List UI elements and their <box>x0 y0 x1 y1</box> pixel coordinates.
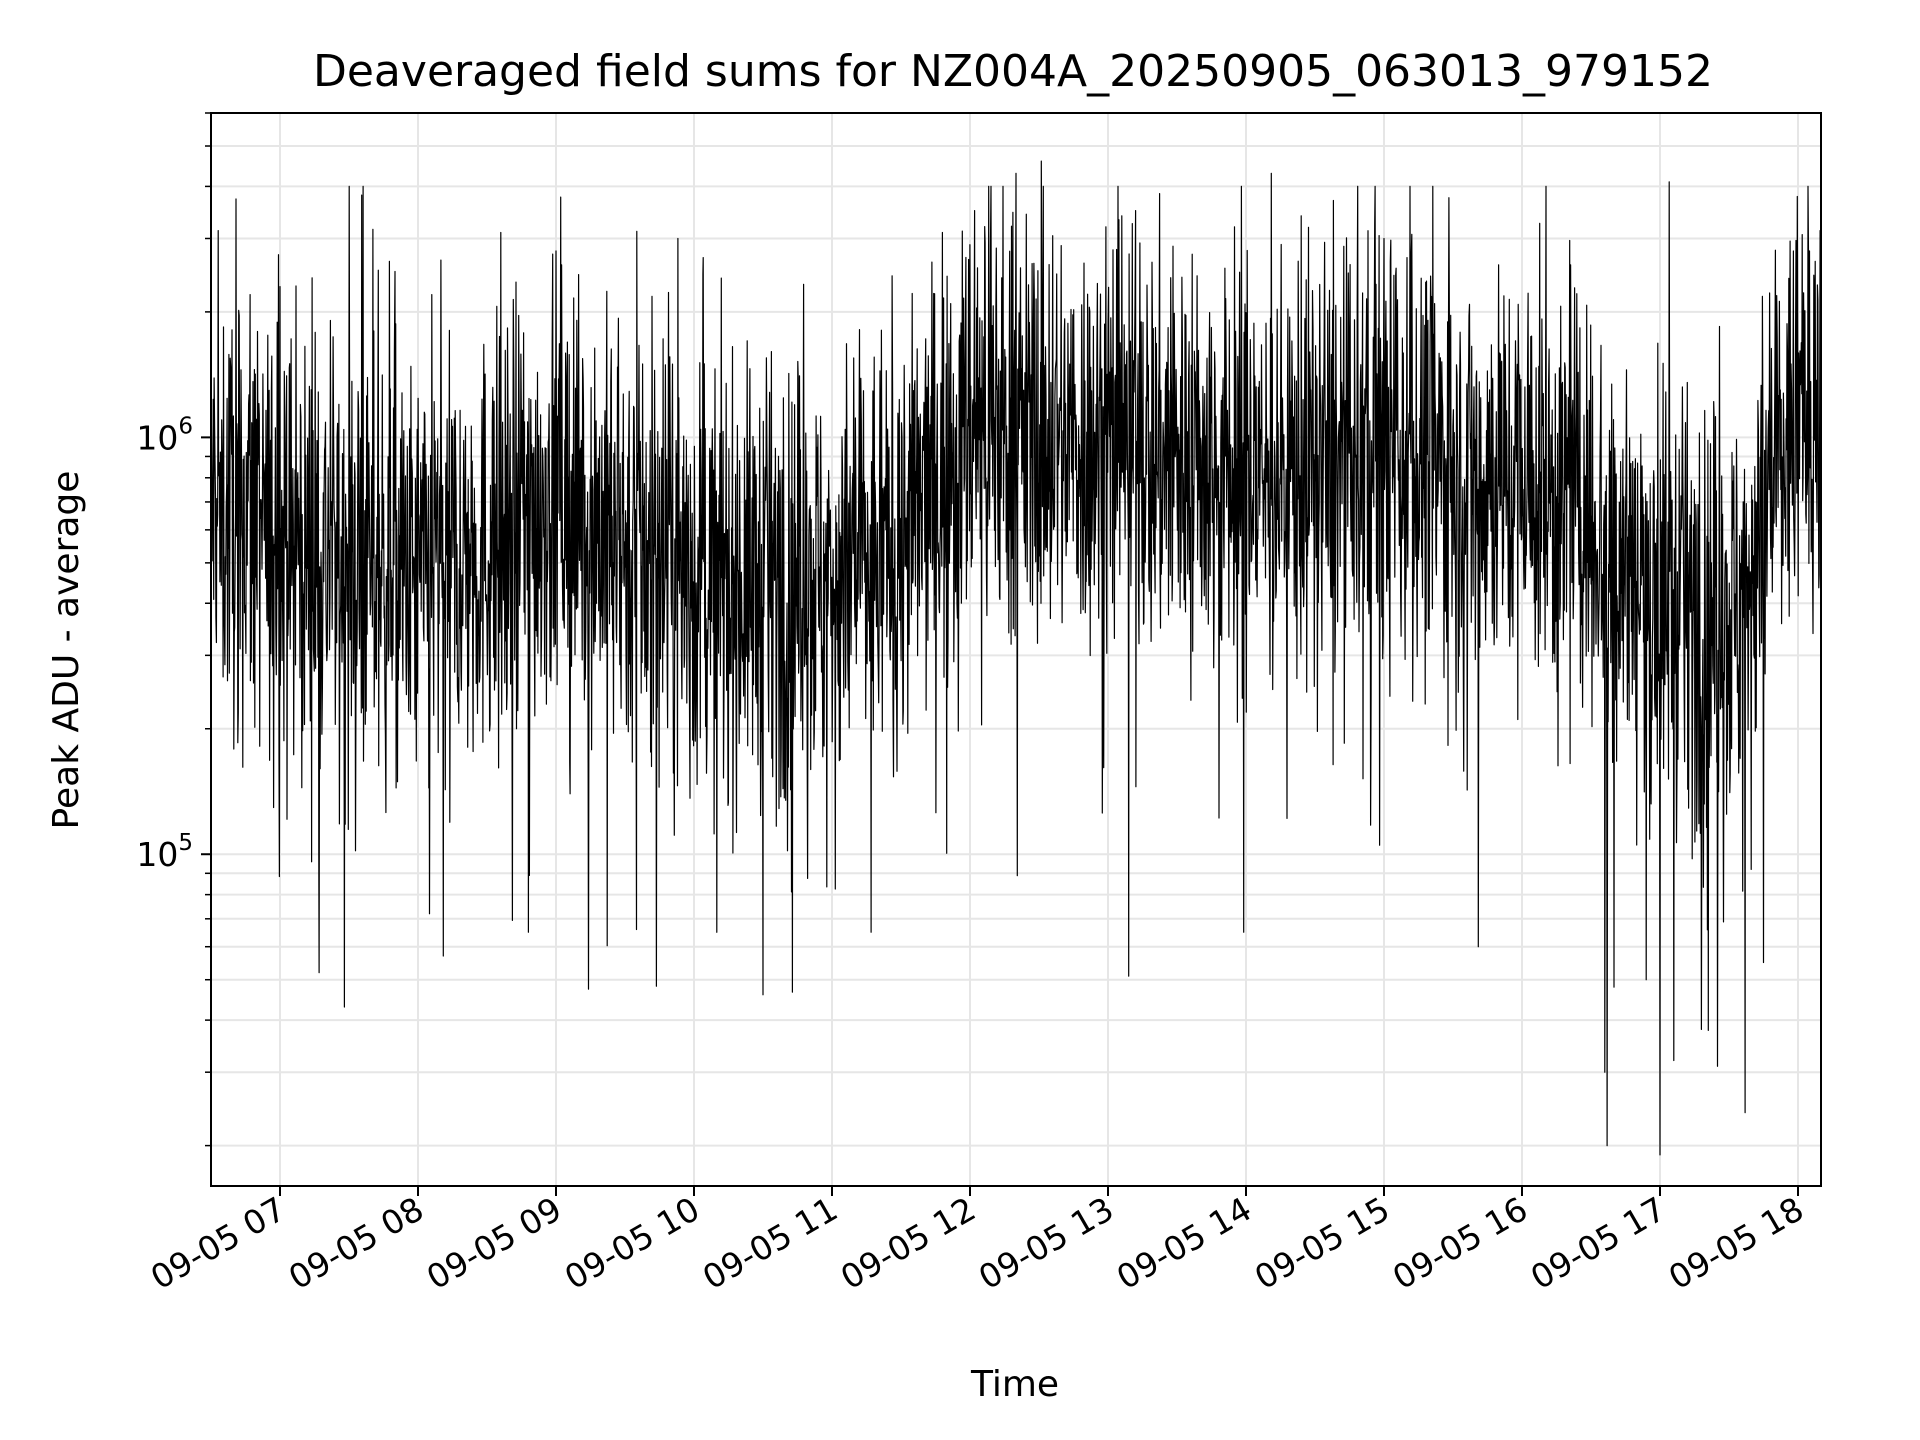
y-axis: 105 106 <box>136 112 211 1147</box>
data-series-line <box>210 160 1822 1156</box>
x-axis-label: Time <box>970 1364 1059 1405</box>
y-tick-label: 105 <box>136 830 193 874</box>
y-tick-label: 106 <box>136 413 193 457</box>
chart-title: Deaveraged field sums for NZ004A_2025090… <box>313 46 1713 97</box>
plot-area <box>210 160 1822 1156</box>
y-axis-label: Peak ADU - average <box>46 471 87 830</box>
plot-frame <box>210 112 1822 1187</box>
